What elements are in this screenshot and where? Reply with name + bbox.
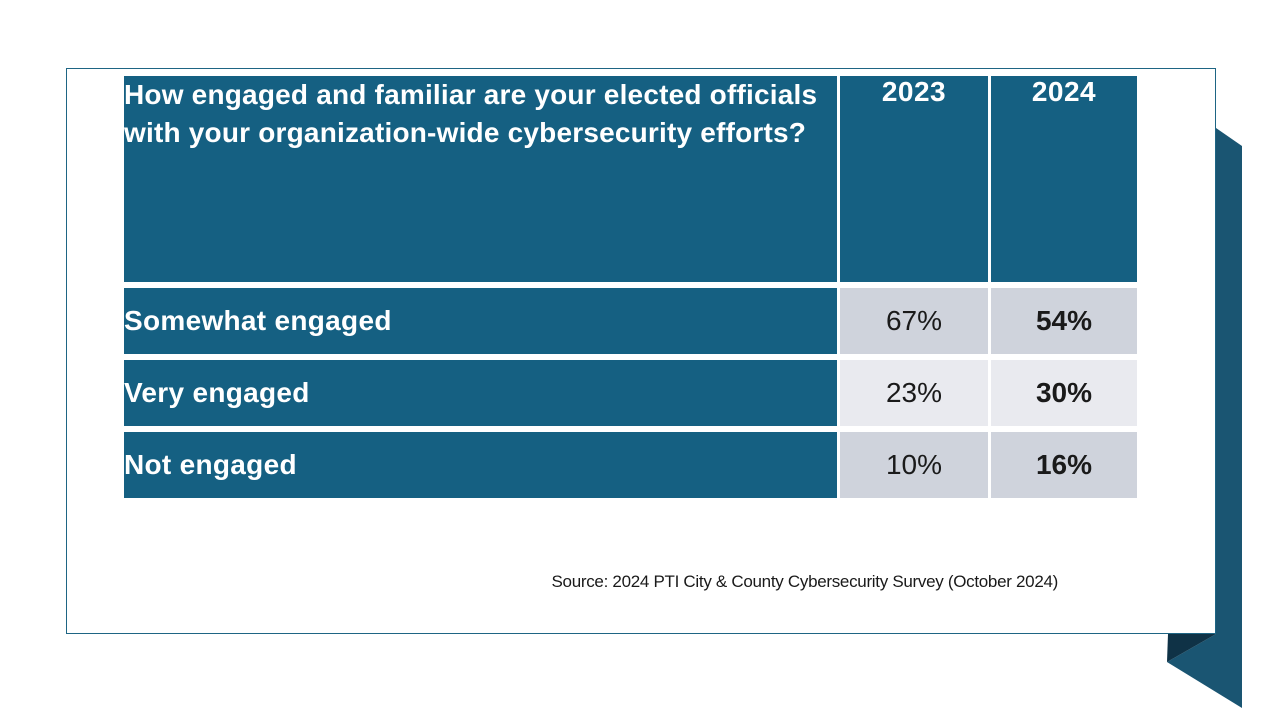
row-label-very-engaged: Very engaged [124,360,837,426]
table-row: Very engaged 23% 30% [124,360,1137,426]
value-not-engaged-2023: 10% [840,432,988,498]
table-row: Not engaged 10% 16% [124,432,1137,498]
column-header-2023: 2023 [840,76,988,282]
ribbon-band-shape [1167,128,1242,708]
source-caption: Source: 2024 PTI City & County Cybersecu… [551,572,1059,591]
ribbon-fold-shape [1167,634,1216,662]
survey-table: How engaged and familiar are your electe… [121,70,1140,504]
value-somewhat-engaged-2024: 54% [991,288,1137,354]
question-header-cell: How engaged and familiar are your electe… [124,76,837,282]
value-not-engaged-2024: 16% [991,432,1137,498]
table-row: Somewhat engaged 67% 54% [124,288,1137,354]
value-somewhat-engaged-2023: 67% [840,288,988,354]
value-very-engaged-2024: 30% [991,360,1137,426]
row-label-somewhat-engaged: Somewhat engaged [124,288,837,354]
column-header-2024: 2024 [991,76,1137,282]
table-header-row: How engaged and familiar are your electe… [124,76,1137,282]
value-very-engaged-2023: 23% [840,360,988,426]
row-label-not-engaged: Not engaged [124,432,837,498]
